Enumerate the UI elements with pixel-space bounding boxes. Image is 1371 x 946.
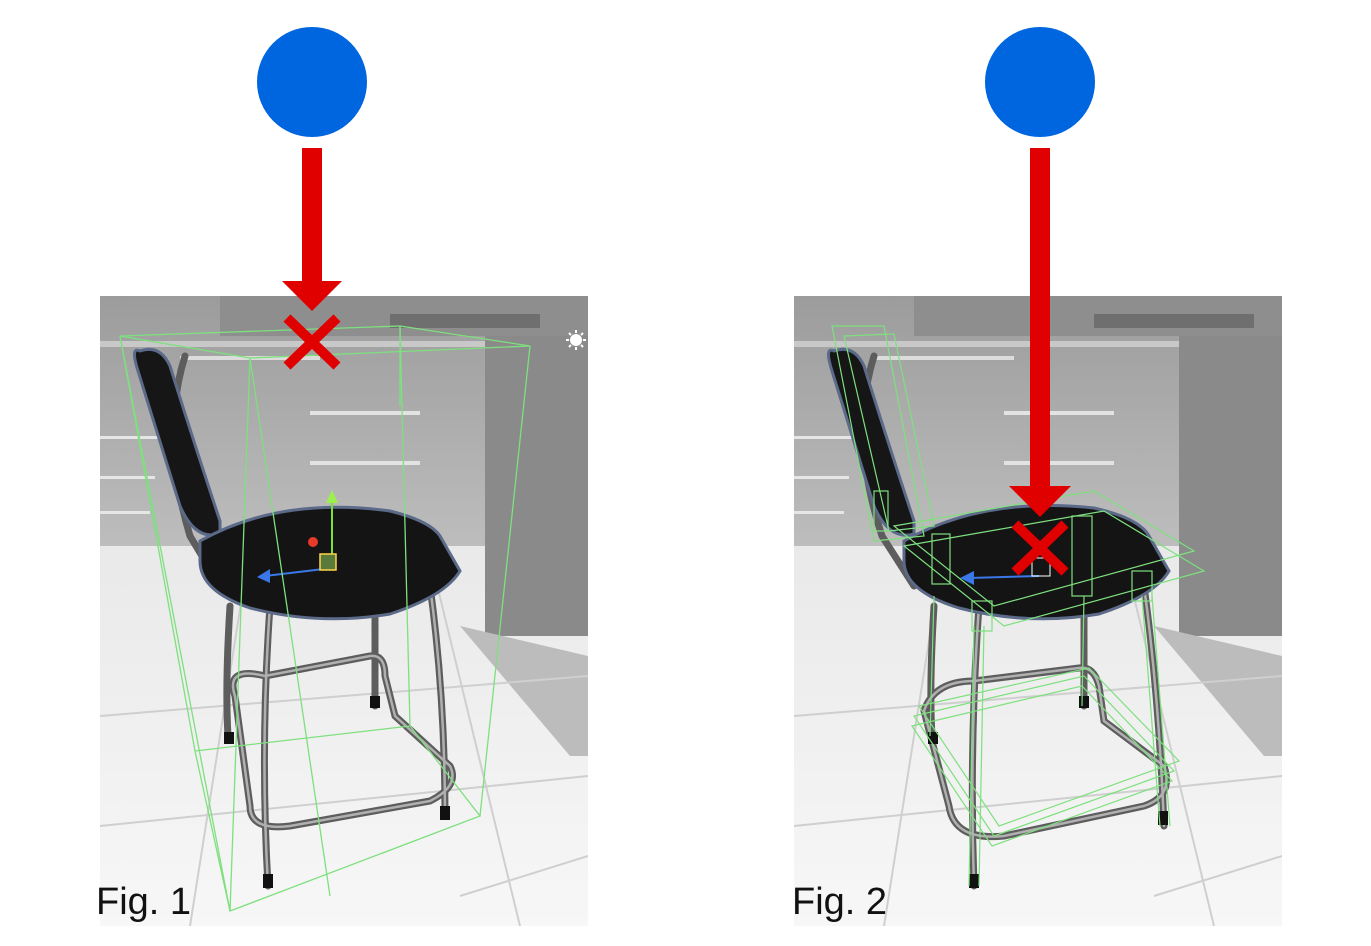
chair-backrest: [133, 347, 222, 537]
counter-side: [485, 336, 588, 636]
sun-icon: [566, 330, 586, 350]
ray-origin-marker: [257, 27, 367, 137]
figure-1-scene: [100, 296, 588, 926]
ray-origin-marker: [985, 27, 1095, 137]
chair-backrest: [827, 347, 916, 537]
move-gizmo-icon: [257, 490, 338, 583]
figure-2-scene: [794, 296, 1282, 926]
box-collider: [119, 325, 531, 912]
floor-tiles: [100, 545, 588, 926]
figure-1-render: [100, 296, 588, 926]
counter-side: [1179, 336, 1282, 636]
figure-2-caption: Fig. 2: [792, 881, 888, 923]
figure-2-render: [794, 296, 1282, 926]
tray: [390, 314, 540, 328]
ray-arrow-shaft: [302, 148, 322, 283]
figure-1-caption: Fig. 1: [96, 881, 192, 923]
bar-chair: [133, 347, 462, 890]
tray: [1094, 314, 1254, 328]
